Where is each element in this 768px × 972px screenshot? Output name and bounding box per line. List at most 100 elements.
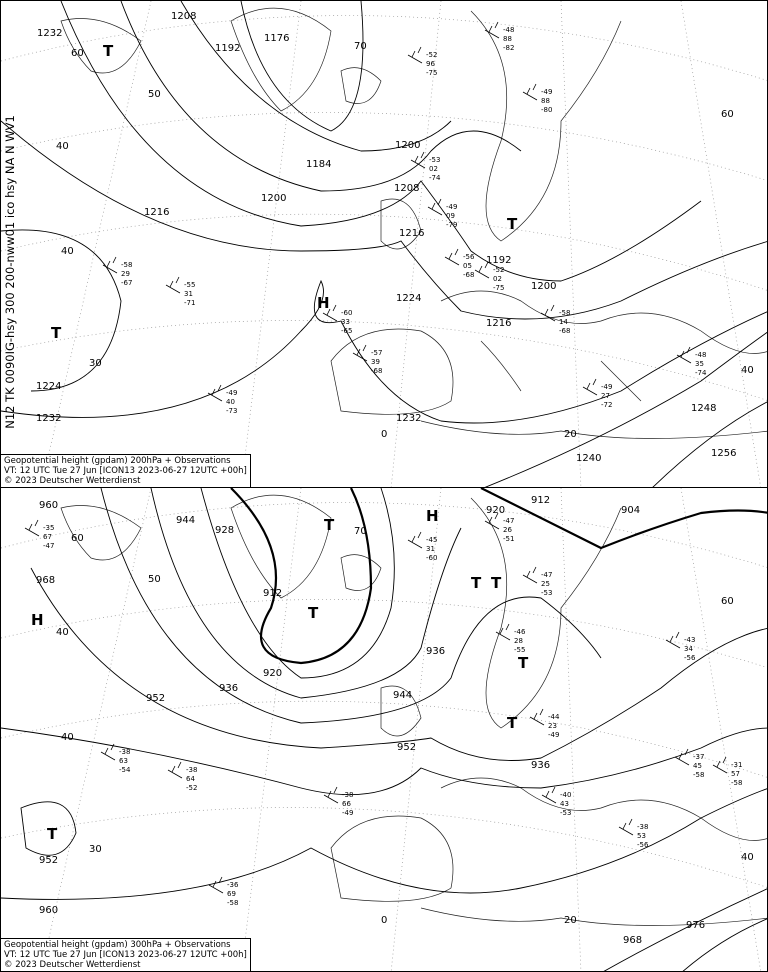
svg-text:912: 912: [531, 495, 550, 506]
obs-dewpoint: -74: [695, 369, 707, 377]
wind-barb-icon: [495, 623, 511, 641]
caption-title: Geopotential height (gpdam) 300hPa + Obs…: [4, 940, 231, 950]
wind-barb-icon: [100, 743, 116, 761]
contour-label: 1232: [37, 28, 62, 39]
svg-text:30: 30: [89, 844, 102, 855]
map-caption: Geopotential height (gpdam) 300hPa + Obs…: [1, 938, 251, 971]
obs-height: 09: [446, 212, 455, 220]
obs-temperature: -55: [184, 281, 195, 289]
wind-barb-icon: [24, 519, 40, 537]
svg-text:952: 952: [397, 742, 416, 753]
contour-label: 1224: [396, 293, 421, 304]
low-marker: T: [507, 714, 518, 732]
obs-temperature: -53: [429, 156, 440, 164]
obs-temperature: -38: [186, 766, 197, 774]
svg-text:20: 20: [564, 915, 577, 926]
obs-height: 63: [119, 757, 128, 765]
wind-barb-icon: [208, 876, 224, 894]
low-marker: T: [324, 516, 335, 534]
contour-label: 1184: [306, 159, 331, 170]
contour-labels: 1232 1208 1192 1176 1184 1200 1216 1200 …: [36, 11, 736, 464]
obs-dewpoint: -52: [186, 784, 197, 792]
obs-temperature: -52: [426, 51, 437, 59]
low-marker: T: [51, 324, 62, 342]
svg-text:920: 920: [486, 505, 505, 516]
obs-dewpoint: -49: [342, 809, 353, 817]
coastlines: [60, 494, 767, 926]
obs-dewpoint: -75: [493, 284, 504, 292]
wind-barb-icon: [410, 151, 426, 169]
station-observations: -5531-71-5829-67-6033-65-5739-68-4940-73…: [102, 21, 707, 415]
wind-barb-icon: [522, 83, 538, 101]
svg-text:968: 968: [623, 935, 642, 946]
obs-height: 64: [186, 775, 195, 783]
obs-temperature: -47: [541, 571, 552, 579]
svg-text:936: 936: [531, 760, 550, 771]
obs-temperature: -57: [371, 349, 382, 357]
svg-text:60: 60: [721, 109, 734, 120]
obs-height: 69: [227, 890, 236, 898]
map-panel-200hpa: 1232 1208 1192 1176 1184 1200 1216 1200 …: [0, 0, 768, 488]
obs-dewpoint: -67: [121, 279, 132, 287]
coastlines: [60, 7, 767, 439]
obs-dewpoint: -58: [693, 771, 704, 779]
obs-height: 88: [541, 97, 550, 105]
contour-label: 1200: [261, 193, 286, 204]
high-marker: H: [426, 507, 439, 525]
obs-dewpoint: -68: [559, 327, 570, 335]
wind-barb-icon: [712, 756, 728, 774]
svg-text:920: 920: [263, 668, 282, 679]
obs-dewpoint: -80: [541, 106, 552, 114]
svg-text:904: 904: [621, 505, 640, 516]
obs-dewpoint: -82: [503, 44, 514, 52]
lat-lon-labels: 60 50 40 40 30 70 0 20 60 40: [56, 41, 754, 440]
svg-text:40: 40: [61, 246, 74, 257]
svg-text:968: 968: [36, 575, 55, 586]
svg-text:20: 20: [564, 429, 577, 440]
obs-temperature: -48: [503, 26, 514, 34]
obs-height: 23: [548, 722, 557, 730]
wind-barb-icon: [529, 708, 545, 726]
obs-dewpoint: -53: [560, 809, 571, 817]
wind-barb-icon: [167, 761, 183, 779]
caption-copyright: © 2023 Deutscher Wetterdienst: [4, 476, 141, 486]
obs-dewpoint: -53: [541, 589, 552, 597]
obs-height: 43: [560, 800, 569, 808]
obs-temperature: -45: [426, 536, 437, 544]
contour-label: 1248: [691, 403, 716, 414]
product-id-label: N12 TK 0090IG-hsy 300 200-nww01 ico hsy …: [3, 115, 17, 429]
map-canvas-300hpa: 960 968 944 928 912 920 936 952 936 944 …: [1, 488, 767, 971]
obs-dewpoint: -65: [341, 327, 352, 335]
obs-height: 28: [514, 637, 523, 645]
map-panel-300hpa: 960 968 944 928 912 920 936 952 936 944 …: [0, 487, 768, 972]
obs-temperature: -46: [514, 628, 526, 636]
obs-dewpoint: -75: [426, 69, 437, 77]
contour-label: 1200: [531, 281, 556, 292]
obs-dewpoint: -51: [503, 535, 514, 543]
svg-text:936: 936: [219, 683, 238, 694]
wind-barb-icon: [444, 248, 460, 266]
obs-temperature: -48: [695, 351, 706, 359]
obs-temperature: -38: [119, 748, 130, 756]
obs-dewpoint: -73: [226, 407, 237, 415]
obs-height: 33: [341, 318, 350, 326]
obs-height: 29: [121, 270, 130, 278]
svg-text:40: 40: [741, 365, 754, 376]
svg-text:40: 40: [741, 852, 754, 863]
wind-barb-icon: [323, 786, 339, 804]
obs-height: 05: [463, 262, 472, 270]
obs-temperature: -49: [601, 383, 612, 391]
